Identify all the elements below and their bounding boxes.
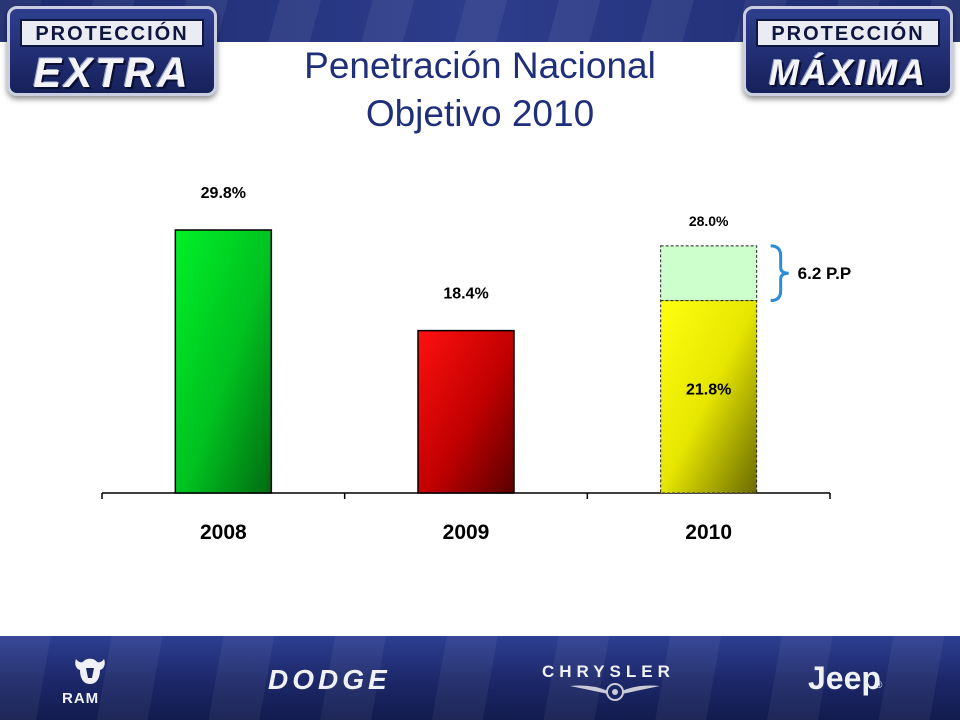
- title-line-1: Penetración Nacional: [304, 45, 656, 86]
- ram-head-icon: [75, 658, 105, 684]
- increase-bracket: [770, 244, 789, 303]
- badge-left-top: PROTECCIÓN: [20, 19, 204, 47]
- brand-jeep: Jeep: [808, 660, 881, 696]
- title-line-2: Objetivo 2010: [365, 93, 595, 134]
- badge-right-main: MÁXIMA: [769, 52, 927, 93]
- page-title: Penetración Nacional Objetivo 2010: [230, 42, 730, 138]
- value-label-2008: 29.8%: [201, 185, 246, 202]
- category-label-2009: 2009: [443, 521, 490, 544]
- proteccion-maxima-logo: PROTECCIÓN MÁXIMA: [743, 6, 953, 96]
- value-label-2010: 21.8%: [686, 382, 731, 399]
- jeep-registered-mark: ®: [875, 680, 883, 691]
- value-label-2009: 18.4%: [443, 286, 488, 303]
- target-label: 28.0%: [689, 213, 729, 229]
- brand-ram: RAM: [62, 690, 100, 707]
- footer-band: [0, 636, 960, 720]
- target-bar-2010: [660, 245, 758, 302]
- brand-chrysler: CHRYSLER: [542, 662, 675, 681]
- badge-right-top: PROTECCIÓN: [756, 19, 940, 47]
- bar-2008: [174, 229, 273, 494]
- chrysler-wings-icon: [570, 683, 660, 701]
- category-label-2010: 2010: [685, 521, 732, 544]
- bar-2010: [660, 300, 758, 494]
- badge-left-main: EXTRA: [33, 49, 191, 96]
- brand-dodge: DODGE: [268, 664, 391, 695]
- category-label-2008: 2008: [200, 521, 247, 544]
- proteccion-extra-logo: PROTECCIÓN EXTRA: [7, 6, 217, 96]
- annotation-label: 6.2 P.P: [798, 264, 852, 283]
- bar-2009: [417, 329, 515, 494]
